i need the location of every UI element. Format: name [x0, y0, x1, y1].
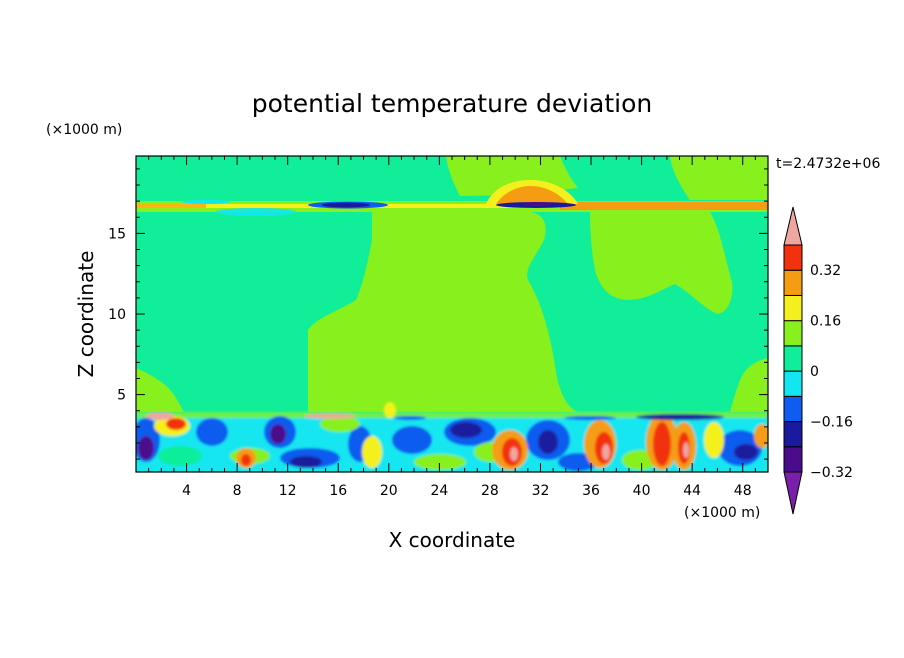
x-tick-label: 20 [380, 483, 398, 499]
field-cell-cool-upper-2 [216, 208, 296, 216]
field-region-warm-dome-inner [496, 186, 568, 204]
x-tick-label: 28 [481, 483, 499, 499]
colorbar-arrow-high [783, 206, 803, 246]
colorbar-swatch [783, 345, 803, 372]
field-region-positive-lower-right [730, 358, 768, 412]
colorbar-label: 0 [810, 364, 819, 380]
x-tick-label: 24 [430, 483, 448, 499]
colorbar-label: 0.32 [810, 263, 841, 279]
colorbar-swatch [783, 370, 803, 397]
field-cell-cold-left-core [322, 202, 370, 208]
y-tick-label: 10 [108, 307, 126, 323]
field-region-positive-left [136, 368, 184, 412]
colorbar-arrow-low [783, 471, 803, 515]
colorbar-swatch [783, 446, 803, 473]
field-region-positive-right [590, 212, 733, 314]
plot-area [136, 156, 768, 472]
colorbar-label: −0.16 [810, 415, 853, 431]
y-tick-label: 5 [117, 388, 126, 404]
colorbar-swatch [783, 421, 803, 448]
x-axis-label: X coordinate [389, 528, 516, 552]
field-band-inversion-core [136, 204, 768, 208]
x-tick-label: 40 [633, 483, 651, 499]
colorbar-swatch [783, 269, 803, 296]
colorbar-swatch [783, 244, 803, 271]
x-tick-label: 4 [182, 483, 191, 499]
boundary-layer [136, 402, 768, 472]
x-tick-label: 44 [683, 483, 701, 499]
colorbar-label: −0.32 [810, 465, 853, 481]
time-label: t=2.4732e+06 [776, 156, 880, 172]
x-tick-label: 48 [734, 483, 752, 499]
x-tick-label: 32 [532, 483, 550, 499]
field-region-positive-center [308, 212, 578, 412]
colorbar-swatch [783, 320, 803, 347]
field-region-positive-right-top [670, 156, 768, 200]
field-band-inversion-warm [560, 202, 768, 210]
colorbar-label: 0.16 [810, 314, 841, 330]
colorbar: 0.32 0.16 0 −0.16 −0.32 [783, 206, 853, 515]
x-tick-label: 12 [279, 483, 297, 499]
chart-title: potential temperature deviation [252, 89, 652, 118]
x-unit-label: (×1000 m) [684, 505, 760, 521]
y-unit-label: (×1000 m) [46, 122, 122, 138]
y-tick-label: 15 [108, 226, 126, 242]
x-tick-label: 8 [233, 483, 242, 499]
y-axis-label: Z coordinate [74, 251, 98, 378]
colorbar-swatch [783, 395, 803, 423]
field-cell-cool-upper [182, 200, 230, 204]
field-cell-cold-dome-core [524, 202, 552, 206]
colorbar-swatch [783, 294, 803, 322]
x-tick-label: 36 [582, 483, 600, 499]
x-tick-label: 16 [329, 483, 347, 499]
field-band-inversion-warm-left [136, 204, 206, 208]
